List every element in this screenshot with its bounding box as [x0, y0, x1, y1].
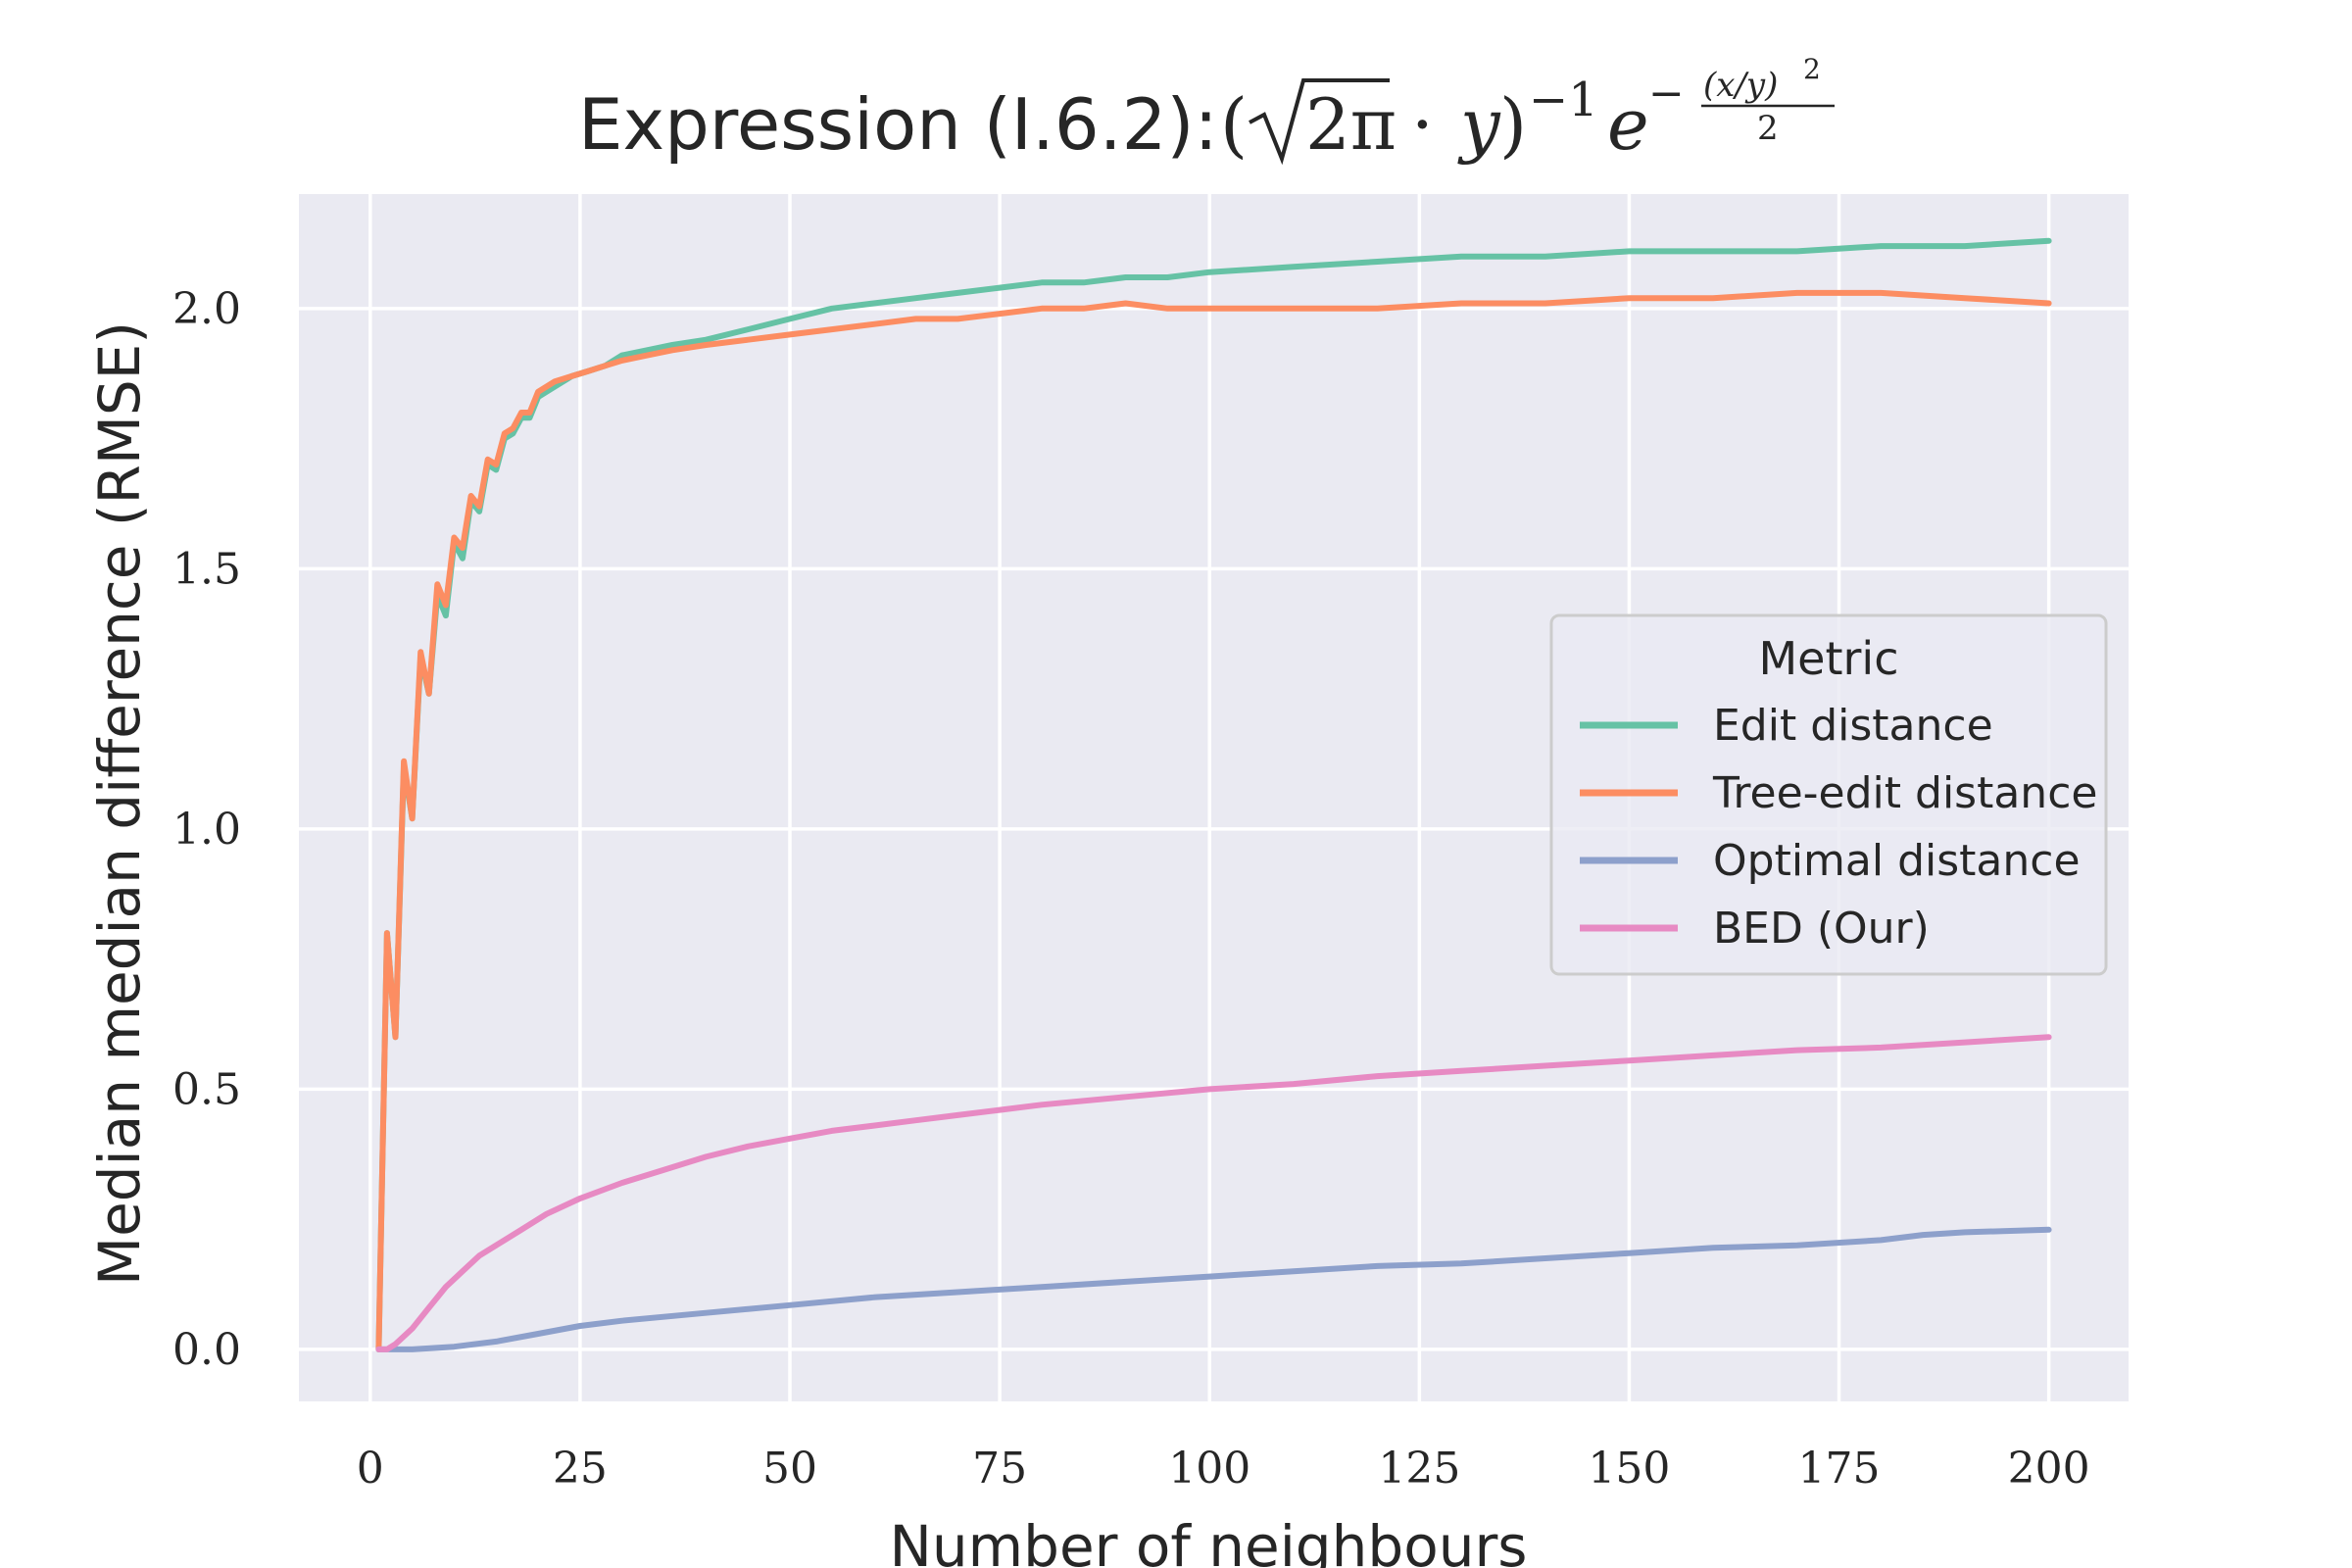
legend-label-tree-edit-distance: Tree-edit distance	[1712, 768, 2097, 818]
series-line-bed-our	[375, 1034, 2052, 1352]
legend-items: Edit distance Tree-edit distance Optimal d…	[1580, 701, 2097, 954]
x-tick-label: 125	[1378, 1444, 1460, 1494]
tick-labels: 0 25 50 75 100 125 150 175 200 0.0 0.5 1.0 1.5 2.0	[172, 284, 2090, 1494]
formula-sqrt-body: 2π	[1305, 83, 1396, 166]
title-formula: ( 2π · y ) −1 e − (x/y) 2 2	[1220, 53, 1835, 166]
x-axis-label: Number of neighbours	[889, 1513, 1527, 1568]
legend-title: Metric	[1758, 632, 1898, 685]
formula-frac-num-sup: 2	[1803, 53, 1821, 85]
series-lines	[375, 237, 2052, 1352]
title-text: Expression (I.6.2):	[578, 83, 1218, 166]
formula-y: y	[1457, 83, 1501, 166]
x-tick-label: 50	[762, 1444, 817, 1494]
formula-dot: ·	[1411, 83, 1434, 166]
legend-label-edit-distance: Edit distance	[1713, 701, 1993, 751]
formula-frac-numerator: (x/y)	[1703, 66, 1778, 105]
formula-close-paren: )	[1499, 83, 1527, 166]
y-tick-label: 0.0	[172, 1325, 241, 1375]
x-tick-label: 150	[1588, 1444, 1670, 1494]
formula-e: e	[1607, 83, 1649, 166]
y-tick-label: 1.5	[172, 544, 241, 594]
x-tick-label: 200	[2008, 1444, 2090, 1494]
formula-open-paren: (	[1220, 83, 1248, 166]
y-tick-label: 2.0	[172, 284, 241, 334]
formula-exponent: −1	[1529, 73, 1598, 127]
y-tick-label: 0.5	[172, 1064, 241, 1114]
legend-label-bed-our: BED (Our)	[1713, 904, 1930, 954]
sqrt-sign	[1249, 78, 1390, 166]
chart-title: Expression (I.6.2): ( 2π · y ) −1 e − (x…	[578, 53, 1835, 166]
x-tick-label: 0	[357, 1444, 384, 1494]
formula-frac-denominator: 2	[1757, 109, 1779, 148]
x-tick-label: 75	[972, 1444, 1027, 1494]
y-tick-label: 1.0	[172, 805, 241, 855]
legend-box	[1549, 613, 2108, 976]
x-tick-label: 25	[553, 1444, 608, 1494]
x-tick-label: 175	[1798, 1444, 1881, 1494]
x-tick-label: 100	[1168, 1444, 1250, 1494]
legend-label-optimal-distance: Optimal distance	[1713, 836, 2081, 886]
series-line-tree-edit-distance	[375, 289, 2052, 1352]
legend: Metric Edit distance Tree-edit distance Op…	[1549, 613, 2108, 976]
y-axis-label: Median median difference (RMSE)	[86, 321, 153, 1286]
formula-minus: −	[1648, 69, 1685, 119]
series-line-optimal-distance	[375, 1226, 2052, 1352]
